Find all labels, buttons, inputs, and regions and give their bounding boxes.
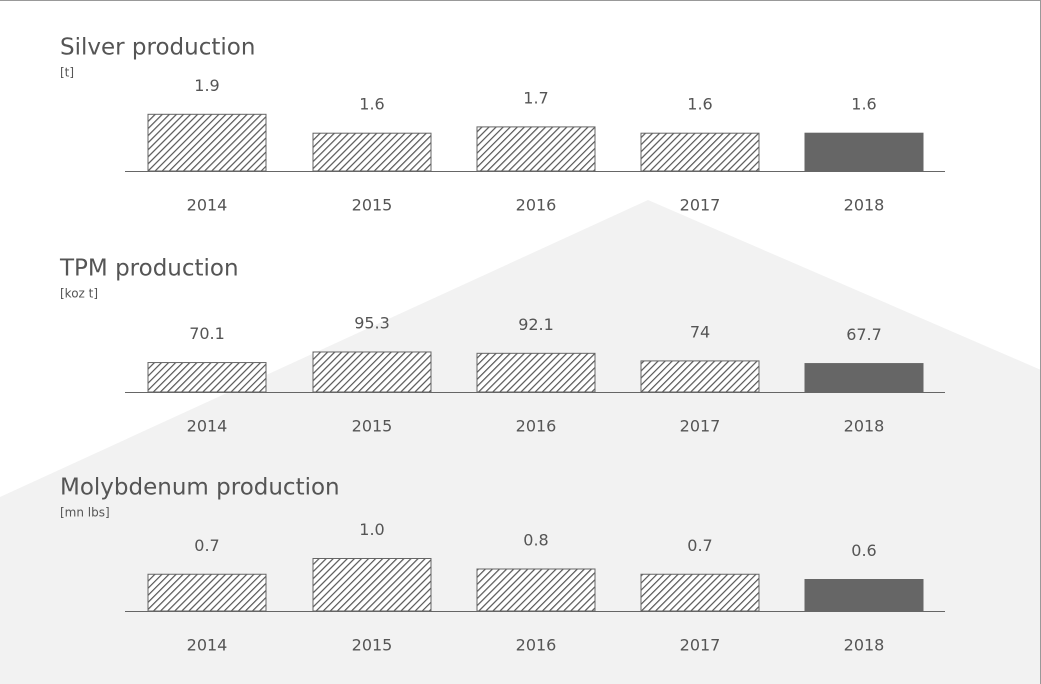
bar <box>804 579 924 612</box>
value-label: 92.1 <box>518 315 554 334</box>
bar <box>476 352 596 393</box>
bar <box>312 351 432 393</box>
bar <box>804 363 924 393</box>
x-tick-label: 2017 <box>680 417 721 436</box>
x-tick-label: 2014 <box>187 636 228 655</box>
bar <box>312 132 432 172</box>
bar <box>640 573 760 612</box>
x-tick-label: 2018 <box>844 636 885 655</box>
value-label: 1.0 <box>359 520 384 539</box>
x-tick-label: 2014 <box>187 417 228 436</box>
value-label: 1.9 <box>194 76 219 95</box>
x-tick-label: 2016 <box>516 196 557 215</box>
unit-label: [t] <box>60 66 74 80</box>
value-label: 67.7 <box>846 325 882 344</box>
x-tick-label: 2015 <box>352 196 393 215</box>
x-tick-label: 2017 <box>680 636 721 655</box>
value-label: 74 <box>690 322 710 341</box>
chart-title: TPM production <box>59 256 239 282</box>
bar <box>476 126 596 172</box>
bar <box>476 568 596 612</box>
value-label: 70.1 <box>189 324 225 343</box>
x-tick-label: 2015 <box>352 417 393 436</box>
bar <box>804 132 924 172</box>
value-label: 0.7 <box>194 536 219 555</box>
value-label: 1.6 <box>687 95 712 114</box>
x-tick-label: 2018 <box>844 196 885 215</box>
unit-label: [mn lbs] <box>60 506 110 520</box>
x-tick-label: 2018 <box>844 417 885 436</box>
x-tick-label: 2015 <box>352 636 393 655</box>
x-tick-label: 2016 <box>516 636 557 655</box>
x-tick-label: 2017 <box>680 196 721 215</box>
x-tick-label: 2016 <box>516 417 557 436</box>
value-label: 0.7 <box>687 536 712 555</box>
chart-title: Molybdenum production <box>60 475 340 501</box>
background-shape <box>0 200 1041 684</box>
value-label: 1.6 <box>851 95 876 114</box>
bar <box>147 362 267 393</box>
bar <box>147 113 267 172</box>
value-label: 95.3 <box>354 313 390 332</box>
value-label: 1.7 <box>523 88 548 107</box>
unit-label: [koz t] <box>60 287 98 301</box>
bar <box>147 573 267 612</box>
bar <box>640 132 760 172</box>
value-label: 1.6 <box>359 95 384 114</box>
x-tick-label: 2014 <box>187 196 228 215</box>
bar <box>640 360 760 393</box>
bar <box>312 558 432 612</box>
chart-title: Silver production <box>60 35 255 61</box>
value-label: 0.8 <box>523 531 548 550</box>
value-label: 0.6 <box>851 541 876 560</box>
